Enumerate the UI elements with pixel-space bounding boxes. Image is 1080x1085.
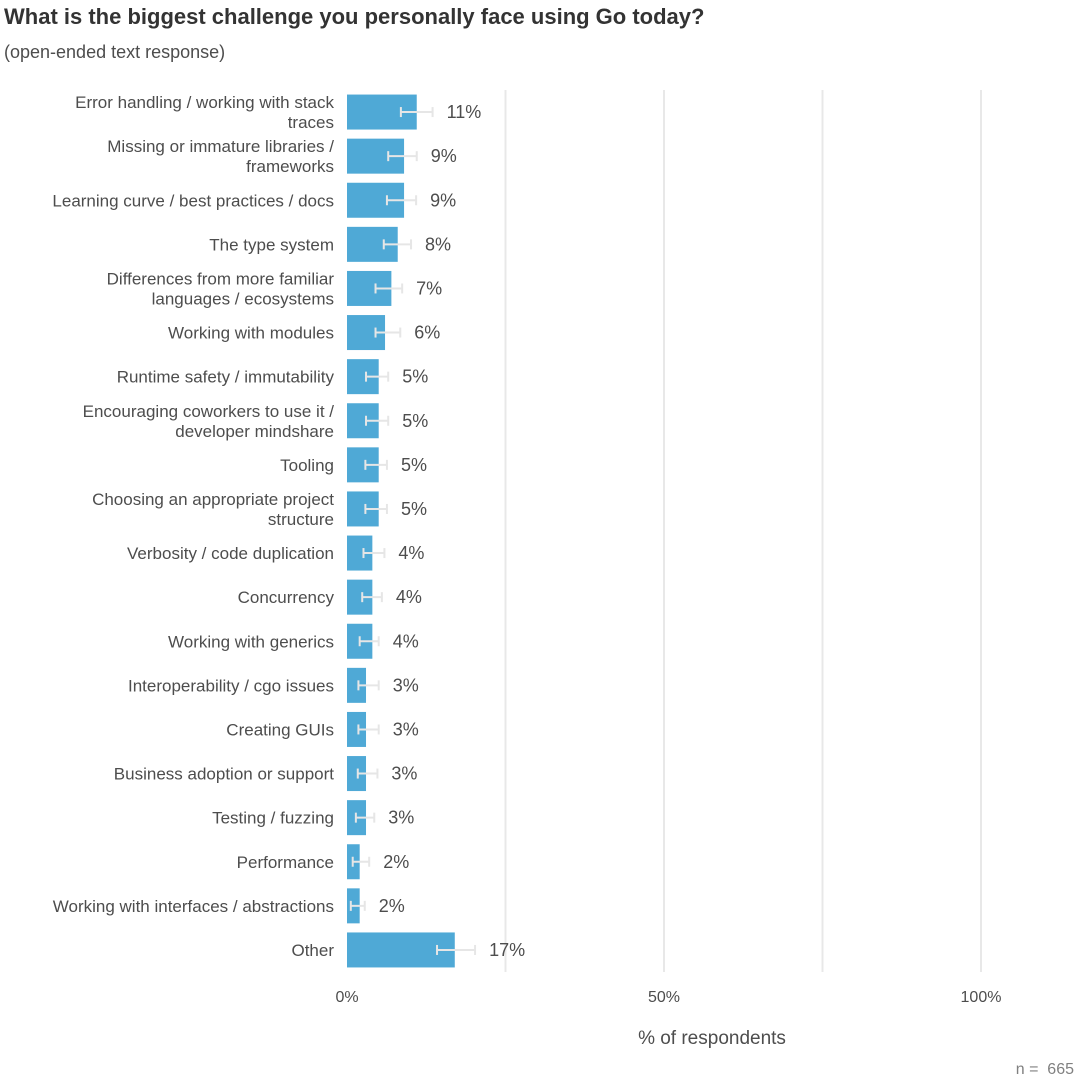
sample-size-note: n = 665 [1015,1061,1074,1078]
category-label: Working with generics [168,632,334,651]
value-label: 3% [393,719,419,739]
bar [347,756,367,792]
bar [347,711,367,747]
error-bar [361,592,383,603]
error-bar [364,503,388,514]
error-bar [364,459,388,470]
category-label: Error handling / working with stack trace… [75,93,334,132]
x-tick-label: 50% [648,989,680,1006]
category-label: Encouraging coworkers to use it / develop… [83,402,335,441]
category-labels: Error handling / working with stack trace… [52,93,334,960]
category-label: Missing or immature libraries / framework… [107,137,334,176]
value-label: 3% [393,675,419,695]
value-label: 5% [402,367,428,387]
x-axis-ticks: 0% 50% 100% [335,989,1001,1006]
chart-subtitle: (open-ended text response) [4,42,226,62]
error-bar [374,327,402,338]
category-label: Business adoption or support [114,765,334,784]
value-label: 9% [431,146,457,166]
category-label: The type system [209,235,334,254]
value-label: 2% [379,896,405,916]
value-label: 11% [447,102,482,122]
category-label: Verbosity / code duplication [127,544,334,563]
category-label: Testing / fuzzing [212,809,334,828]
value-label: 5% [401,499,427,519]
value-label: 5% [402,411,428,431]
category-label: Working with modules [168,324,334,343]
error-bar [436,944,477,955]
error-bar [387,151,418,162]
category-label: Tooling [280,456,334,475]
error-bar [351,856,371,867]
error-bar [357,680,380,691]
error-bar [354,812,376,823]
error-bar [385,195,418,206]
x-axis-title: % of respondents [638,1028,786,1049]
category-label: Concurrency [238,588,335,607]
category-label: Differences from more familiar languages … [107,269,335,308]
error-bar [349,900,366,911]
error-bar [362,548,386,559]
error-bar [399,107,434,118]
value-label: 3% [391,764,417,784]
x-tick-label: 100% [961,989,1002,1006]
category-label: Working with interfaces / abstractions [53,897,334,916]
value-label: 3% [388,808,414,828]
value-label: 9% [430,190,456,210]
error-bar [365,415,390,426]
bars: 11% 9% 9% 8% 7% 6% 5% 5% 5% 5% 4% 4% 4% 3% 3% 3% 3% 2% 2% 1… [347,94,525,968]
category-label: Choosing an appropriate project structure [92,490,334,529]
value-label: 4% [398,543,424,563]
error-bar [356,768,379,779]
bar [347,667,367,703]
category-label: Other [291,941,334,960]
value-label: 17% [489,940,525,960]
value-label: 4% [396,587,422,607]
category-label: Interoperability / cgo issues [128,676,334,695]
error-bar [358,636,380,647]
error-bar [365,371,390,382]
error-bar [382,239,413,250]
x-tick-label: 0% [335,989,358,1006]
category-label: Learning curve / best practices / docs [52,191,334,210]
value-label: 7% [416,278,442,298]
chart-title: What is the biggest challenge you person… [4,4,705,29]
value-label: 5% [401,455,427,475]
value-label: 6% [414,323,440,343]
gridlines [504,90,982,972]
value-label: 8% [425,234,451,254]
value-label: 2% [383,852,409,872]
error-bar [357,724,380,735]
category-label: Creating GUIs [226,720,334,739]
category-label: Performance [237,853,334,872]
category-label: Runtime safety / immutability [117,368,335,387]
value-label: 4% [393,631,419,651]
error-bar [374,283,404,294]
